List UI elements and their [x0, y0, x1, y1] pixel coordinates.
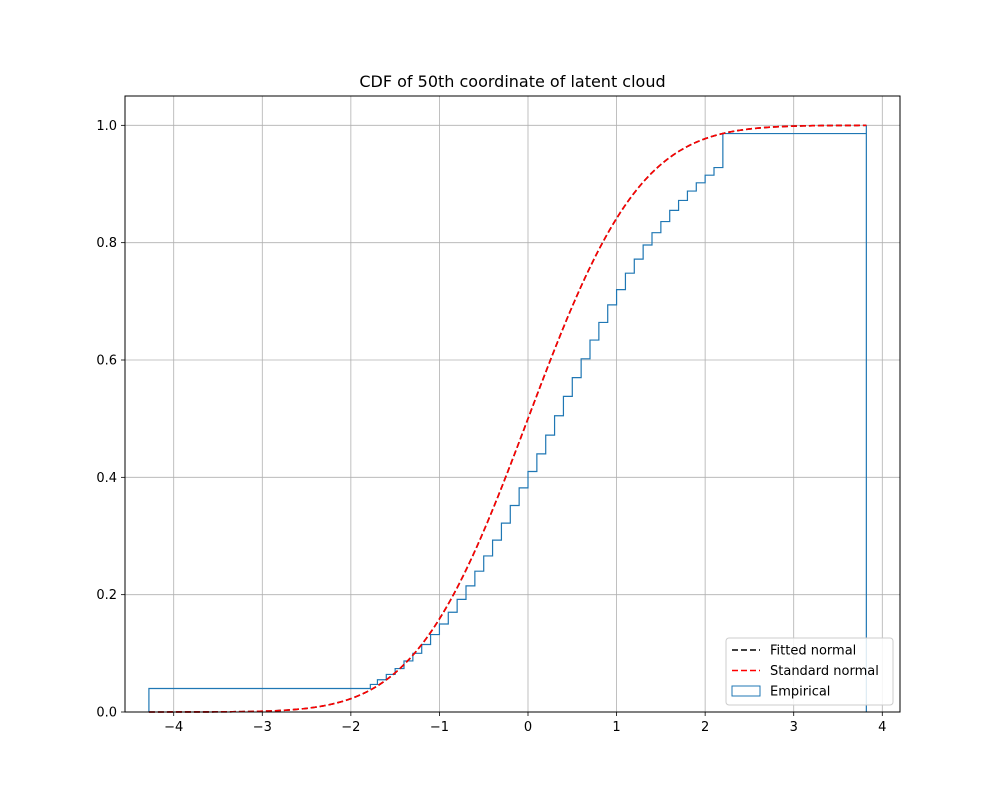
x-tick-label: 1: [612, 720, 620, 735]
x-tick-label: −3: [253, 720, 272, 735]
series-empirical: [148, 125, 867, 712]
series-standard-normal: [148, 124, 867, 713]
x-tick-label: 0: [524, 720, 532, 735]
y-tick-label: 0.4: [96, 471, 117, 486]
x-tick-label: −2: [341, 720, 360, 735]
legend-label-empirical: Empirical: [770, 685, 830, 700]
chart-title: CDF of 50th coordinate of latent cloud: [359, 72, 665, 91]
axis-ticks: −4 −3 −2 −1 0 1 2 3 4 0.0 0.2 0.4 0.6 0.8 1.0: [96, 119, 886, 735]
legend-box: [725, 637, 894, 706]
legend-label-standard-normal: Standard normal: [770, 664, 879, 679]
legend-label-fitted-normal: Fitted normal: [770, 644, 856, 659]
y-tick-label: 0.2: [96, 588, 117, 603]
y-tick-label: 0.0: [96, 706, 117, 721]
x-tick-label: −4: [164, 720, 183, 735]
y-tick-label: 0.8: [96, 236, 117, 251]
series-layer: [148, 124, 867, 713]
y-tick-label: 0.6: [96, 354, 117, 369]
x-tick-label: −1: [430, 720, 449, 735]
x-tick-label: 2: [701, 720, 709, 735]
plot-frame: [124, 95, 901, 713]
legend-swatch-empirical: [731, 685, 761, 697]
x-tick-label: 3: [790, 720, 798, 735]
x-tick-label: 4: [878, 720, 886, 735]
legend: Fitted normal Standard normal Empirical: [725, 637, 894, 706]
y-tick-label: 1.0: [96, 119, 117, 134]
